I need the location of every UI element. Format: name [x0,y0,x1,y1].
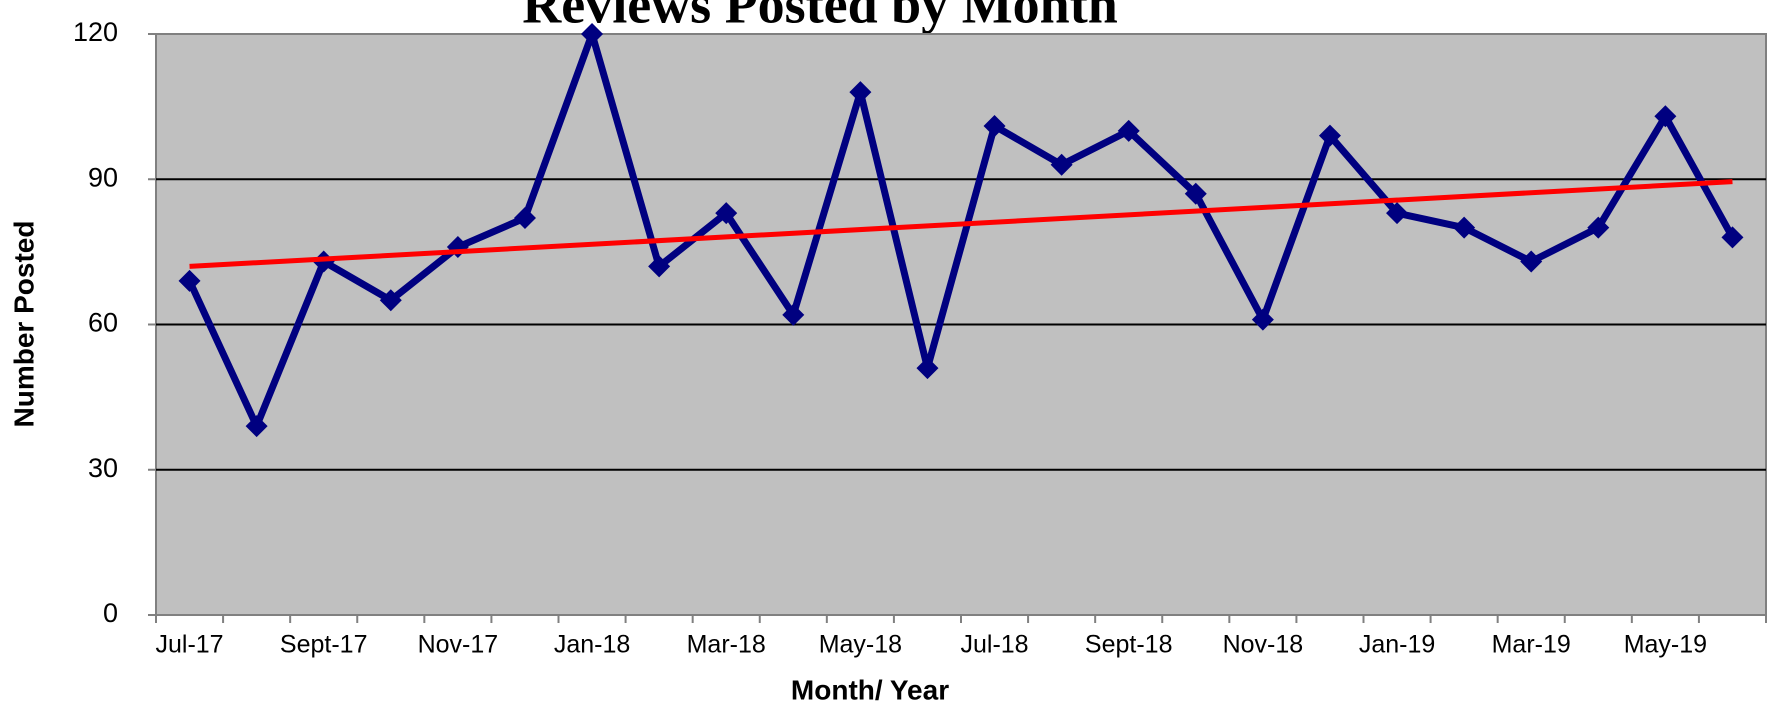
x-tick-label: Jul-18 [960,631,1028,659]
x-tick-label: May-19 [1624,631,1707,659]
data-point [1654,105,1677,128]
data-point [1251,308,1274,331]
data-point [1117,119,1140,142]
y-tick-label: 60 [88,308,118,338]
data-point [178,269,201,292]
data-point [581,23,604,45]
x-tick-label: Sept-17 [280,631,368,659]
data-point [1184,182,1207,205]
data-point [849,81,872,104]
data-point [983,114,1006,137]
data-point [1587,216,1610,239]
x-tick-label: Jan-19 [1359,631,1435,659]
y-tick-label: 30 [88,453,118,483]
y-axis-title: Number Posted [8,221,39,428]
data-point [916,357,939,380]
data-point [1520,250,1543,273]
x-tick-label: May-18 [819,631,902,659]
data-line [186,30,1736,430]
x-tick-label: Jan-18 [554,631,630,659]
x-tick-label: Nov-17 [418,631,499,659]
data-point [1050,153,1073,176]
x-tick-label: Jul-17 [155,631,223,659]
data-point [648,255,671,278]
data-point [513,206,536,229]
data-point [245,415,268,438]
x-tick-label: Sept-18 [1085,631,1173,659]
data-point [782,303,805,326]
data-point [1721,226,1744,249]
x-axis-title: Month/ Year [791,674,949,705]
y-tick-label: 120 [73,17,118,47]
x-tick-label: Nov-18 [1223,631,1304,659]
data-point [312,250,335,273]
x-tick-label: Mar-18 [687,631,766,659]
x-tick-label: Mar-19 [1492,631,1571,659]
trend-line [189,179,1733,269]
y-tick-label: 0 [103,598,118,628]
data-point [715,202,738,225]
chart-title: Reviews Posted by Month [522,0,1117,34]
y-tick-label: 90 [88,162,118,192]
data-point [1453,216,1476,239]
data-point [379,289,402,312]
data-point [1386,202,1409,225]
data-point [1318,124,1341,147]
